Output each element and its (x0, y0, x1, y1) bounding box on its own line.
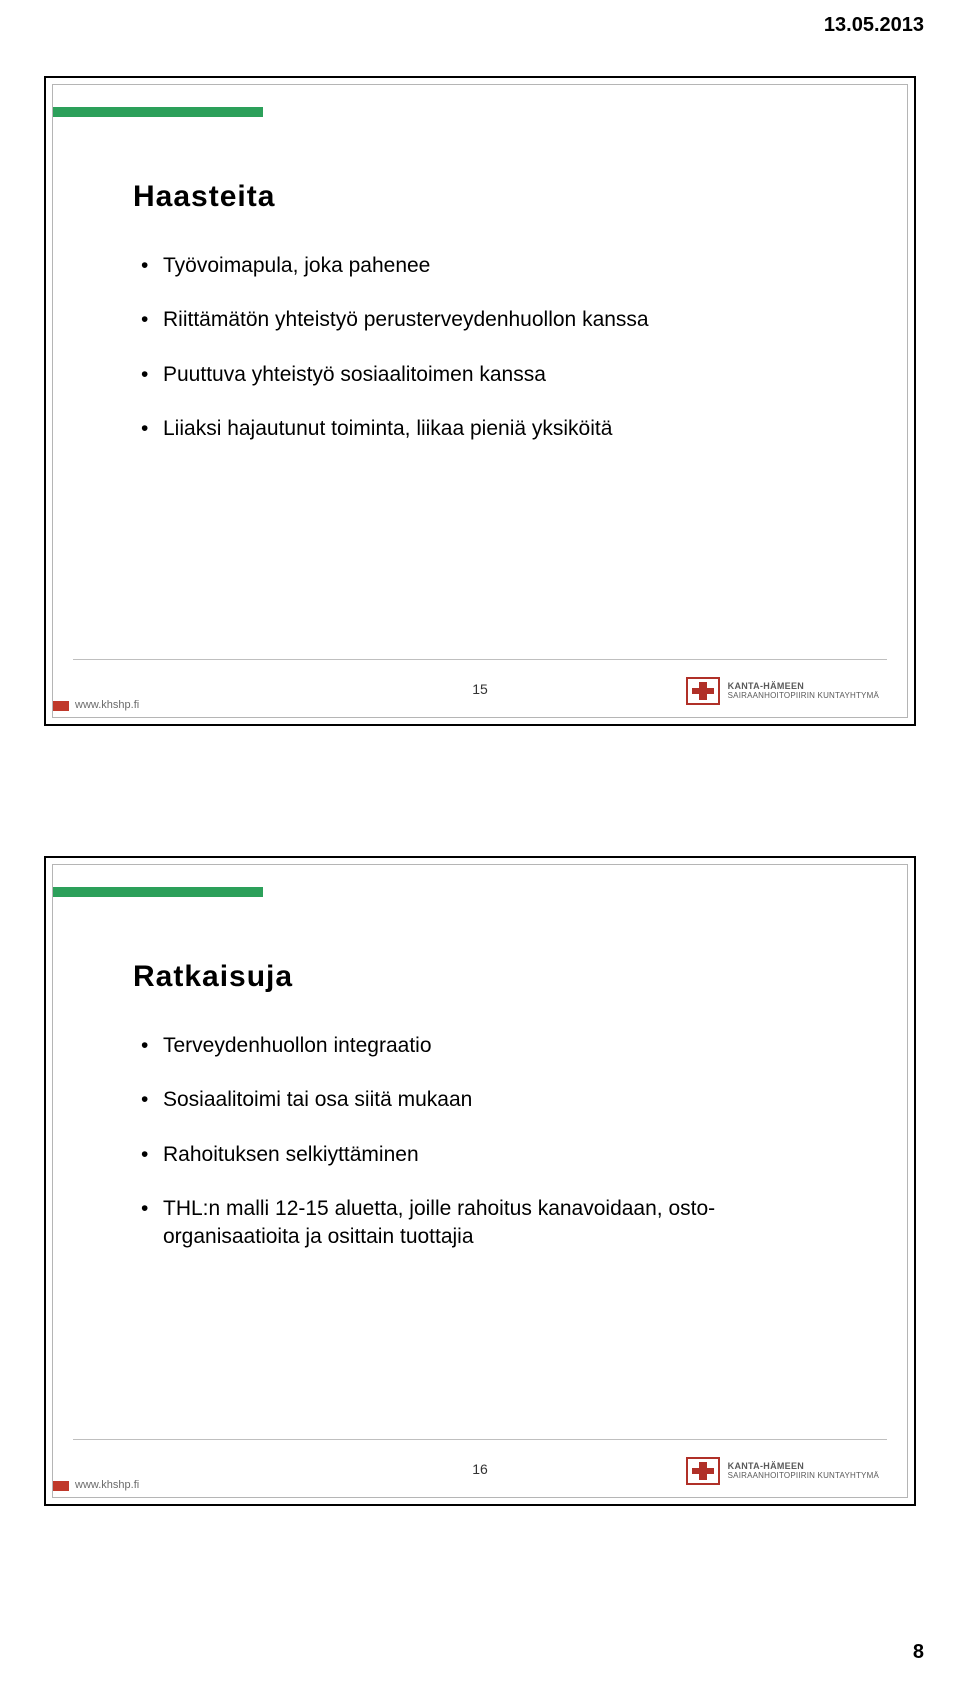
slide-footer: www.khshp.fi 16 KANTA-HÄMEEN SAIRAANHOIT… (53, 1439, 907, 1497)
slide-2: Ratkaisuja Terveydenhuollon integraatio … (44, 856, 916, 1506)
org-logo-icon (686, 677, 720, 705)
list-item: THL:n malli 12-15 aluetta, joille rahoit… (141, 1195, 847, 1252)
date-header: 13.05.2013 (824, 14, 924, 37)
footer-red-accent (53, 1481, 69, 1491)
accent-bar (53, 107, 263, 117)
slide-number: 16 (472, 1461, 488, 1477)
footer-left: www.khshp.fi (53, 1479, 139, 1491)
footer-divider (73, 1439, 887, 1440)
org-text: KANTA-HÄMEEN SAIRAANHOITOPIIRIN KUNTAYHT… (728, 682, 879, 700)
footer-right: KANTA-HÄMEEN SAIRAANHOITOPIIRIN KUNTAYHT… (686, 1457, 879, 1485)
page-number: 8 (913, 1641, 924, 1664)
bullet-list: Terveydenhuollon integraatio Sosiaalitoi… (133, 1032, 847, 1252)
footer-right: KANTA-HÄMEEN SAIRAANHOITOPIIRIN KUNTAYHT… (686, 677, 879, 705)
list-item: Terveydenhuollon integraatio (141, 1032, 847, 1060)
list-item: Puuttuva yhteistyö sosiaalitoimen kanssa (141, 361, 847, 389)
accent-bar (53, 887, 263, 897)
slide-content: Haasteita Työvoimapula, joka pahenee Rii… (133, 180, 847, 469)
list-item: Liiaksi hajautunut toiminta, liikaa pien… (141, 415, 847, 443)
bullet-list: Työvoimapula, joka pahenee Riittämätön y… (133, 252, 847, 443)
list-item: Riittämätön yhteistyö perusterveydenhuol… (141, 306, 847, 334)
org-line2: SAIRAANHOITOPIIRIN KUNTAYHTYMÄ (728, 692, 879, 700)
slide-title: Haasteita (133, 180, 847, 214)
slide-footer: www.khshp.fi 15 KANTA-HÄMEEN SAIRAANHOIT… (53, 659, 907, 717)
slide-number: 15 (472, 681, 488, 697)
org-text: KANTA-HÄMEEN SAIRAANHOITOPIIRIN KUNTAYHT… (728, 1462, 879, 1480)
list-item: Sosiaalitoimi tai osa siitä mukaan (141, 1086, 847, 1114)
org-logo-icon (686, 1457, 720, 1485)
footer-url: www.khshp.fi (75, 1479, 139, 1491)
list-item: Työvoimapula, joka pahenee (141, 252, 847, 280)
footer-red-accent (53, 701, 69, 711)
slide-1: Haasteita Työvoimapula, joka pahenee Rii… (44, 76, 916, 726)
list-item: Rahoituksen selkiyttäminen (141, 1141, 847, 1169)
slide-content: Ratkaisuja Terveydenhuollon integraatio … (133, 960, 847, 1278)
footer-divider (73, 659, 887, 660)
slide-title: Ratkaisuja (133, 960, 847, 994)
org-line2: SAIRAANHOITOPIIRIN KUNTAYHTYMÄ (728, 1472, 879, 1480)
page: 13.05.2013 Haasteita Työvoimapula, joka … (0, 0, 960, 1684)
slide-inner: Haasteita Työvoimapula, joka pahenee Rii… (52, 84, 908, 718)
footer-url: www.khshp.fi (75, 699, 139, 711)
footer-left: www.khshp.fi (53, 699, 139, 711)
slide-inner: Ratkaisuja Terveydenhuollon integraatio … (52, 864, 908, 1498)
